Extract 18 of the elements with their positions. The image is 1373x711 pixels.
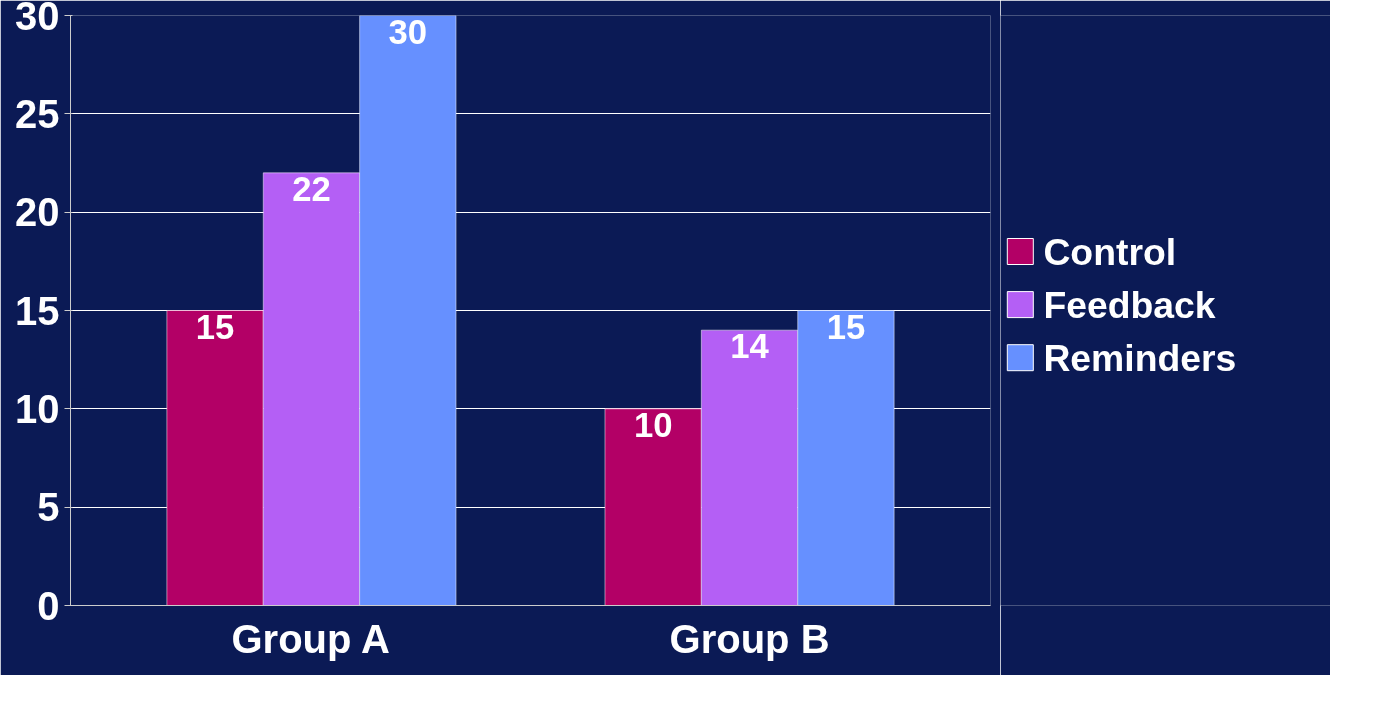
x-tick-label: Group A [231, 616, 390, 661]
legend-label: Feedback [1043, 283, 1216, 326]
y-tick-label: 0 [37, 583, 60, 628]
y-tick-label: 15 [15, 288, 60, 333]
y-tick-label: 30 [15, 0, 60, 38]
y-tick-label: 10 [15, 386, 60, 431]
y-tick-label: 5 [37, 485, 60, 530]
legend-label: Control [1043, 230, 1177, 273]
data-label: 14 [730, 327, 770, 366]
y-tick-label: 25 [15, 91, 60, 136]
data-label: 15 [195, 307, 235, 346]
data-label: 30 [388, 12, 428, 51]
data-label: 22 [292, 169, 331, 208]
y-tick-label: 20 [15, 190, 60, 235]
data-label: 10 [633, 405, 673, 444]
legend-label: Reminders [1043, 336, 1237, 379]
data-label: 15 [826, 307, 866, 346]
x-tick-label: Group B [669, 616, 830, 661]
